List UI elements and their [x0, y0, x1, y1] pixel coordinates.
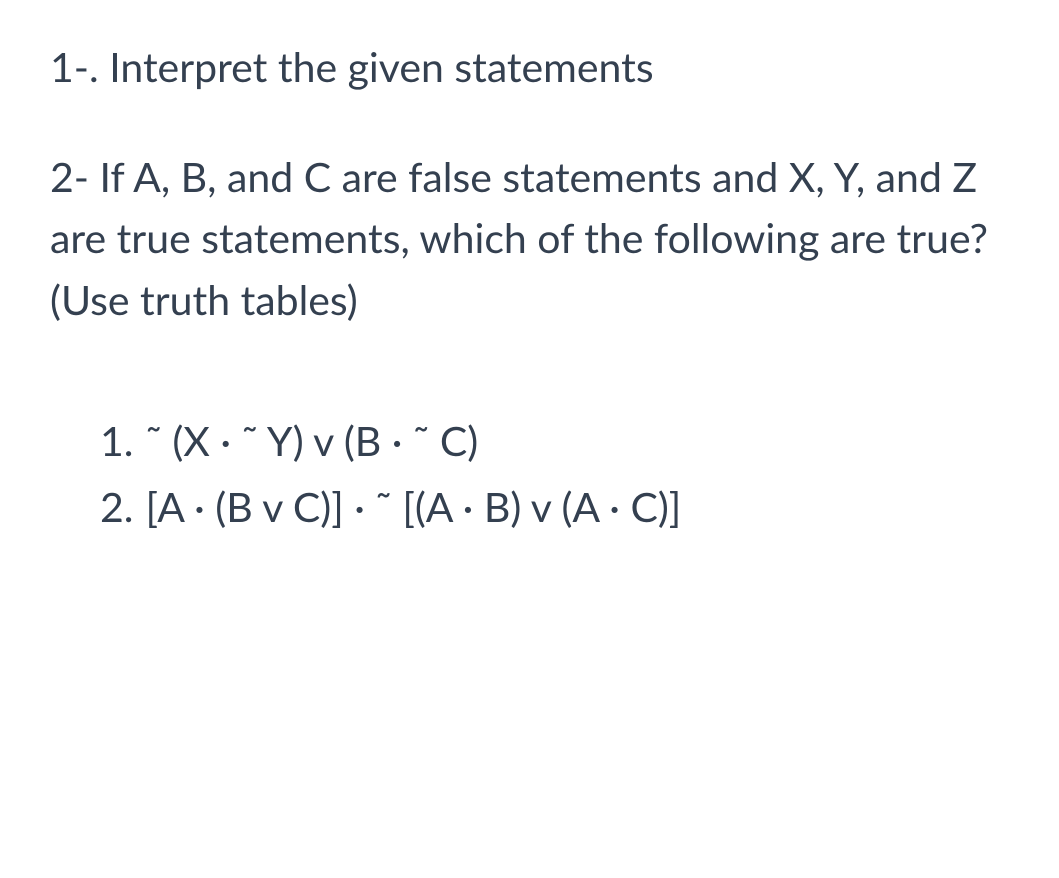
list-item-expression: ˜ (X · ˜ Y) v (B · ˜ C) [145, 410, 1009, 472]
question-2-text: 2- If A, B, and C are false statements a… [50, 146, 1009, 331]
question-1-body: Interpret the given statements [109, 42, 653, 91]
question-2-body: If A, B, and C are false statements and … [50, 152, 988, 324]
list-item-number: 2. [100, 476, 133, 538]
list-item-expression: [A · (B v C)] · ˜ [(A · B) v (A · C)] [145, 476, 1009, 538]
question-2: 2- If A, B, and C are false statements a… [50, 146, 1009, 331]
list-item-number: 1. [100, 410, 133, 472]
question-1: 1-. Interpret the given statements [50, 36, 1009, 98]
list-item: 1. ˜ (X · ˜ Y) v (B · ˜ C) [100, 410, 1009, 472]
list-item: 2. [A · (B v C)] · ˜ [(A · B) v (A · C)] [100, 476, 1009, 538]
question-1-number: 1-. [50, 42, 99, 91]
expression-list: 1. ˜ (X · ˜ Y) v (B · ˜ C) 2. [A · (B v … [50, 410, 1009, 537]
question-2-number: 2- [50, 152, 89, 201]
question-1-text: 1-. Interpret the given statements [50, 36, 1009, 98]
